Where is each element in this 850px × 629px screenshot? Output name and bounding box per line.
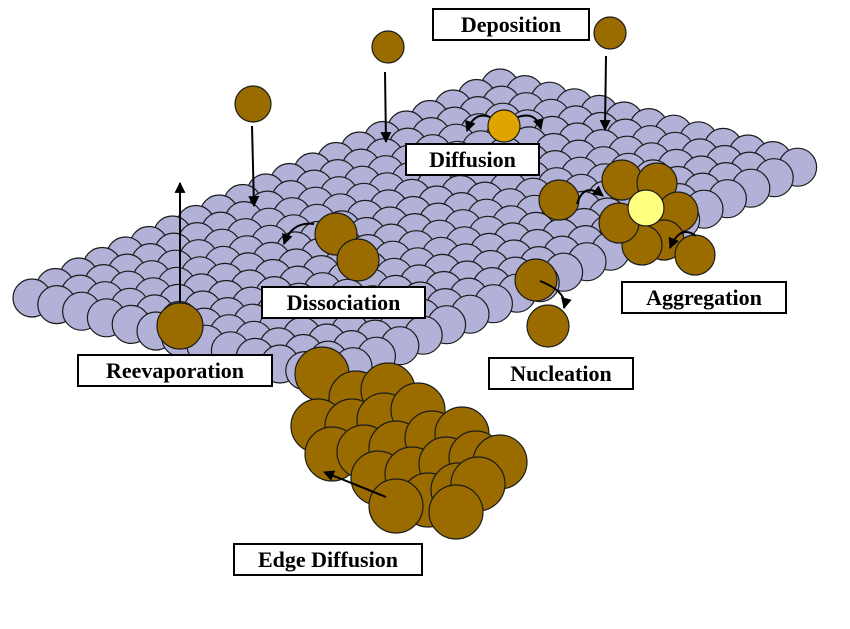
nucleating-atom bbox=[514, 258, 558, 302]
deposition-arrow bbox=[599, 55, 611, 132]
cluster-atom bbox=[674, 234, 716, 276]
incoming-atom bbox=[371, 30, 405, 64]
adatoms-layer bbox=[156, 16, 716, 540]
label-reevaporation: Reevaporation bbox=[77, 354, 273, 387]
deposition-arrow bbox=[380, 71, 392, 144]
dissociation-arrow bbox=[282, 222, 315, 246]
label-deposition: Deposition bbox=[432, 8, 590, 41]
diffusion-arrow-left bbox=[465, 114, 491, 133]
label-dissociation: Dissociation bbox=[261, 286, 426, 319]
label-diffusion: Diffusion bbox=[405, 143, 540, 176]
deposition-arrow bbox=[248, 125, 260, 208]
island-atom bbox=[428, 484, 484, 540]
label-nucleation: Nucleation bbox=[488, 357, 634, 390]
diffusing-atom bbox=[487, 109, 521, 143]
arrows-layer bbox=[174, 55, 697, 498]
nucleation-arrow bbox=[539, 280, 572, 310]
substrate-lattice bbox=[12, 68, 818, 397]
cluster-center-atom bbox=[627, 189, 665, 227]
label-edge-diffusion: Edge Diffusion bbox=[233, 543, 423, 576]
incoming-atom bbox=[234, 85, 272, 123]
dissociating-atom bbox=[336, 238, 380, 282]
diffusion-arrow-right bbox=[517, 114, 544, 131]
aggregation-arrow-right bbox=[668, 231, 697, 250]
edge-diffusion-arrow bbox=[322, 470, 387, 498]
incoming-atom bbox=[593, 16, 627, 50]
island-atom bbox=[368, 478, 424, 534]
cluster-atom bbox=[538, 179, 580, 221]
reevaporating-atom bbox=[156, 302, 204, 350]
aggregation-arrow-left bbox=[576, 185, 604, 205]
label-aggregation: Aggregation bbox=[621, 281, 787, 314]
nucleating-atom bbox=[526, 304, 570, 348]
